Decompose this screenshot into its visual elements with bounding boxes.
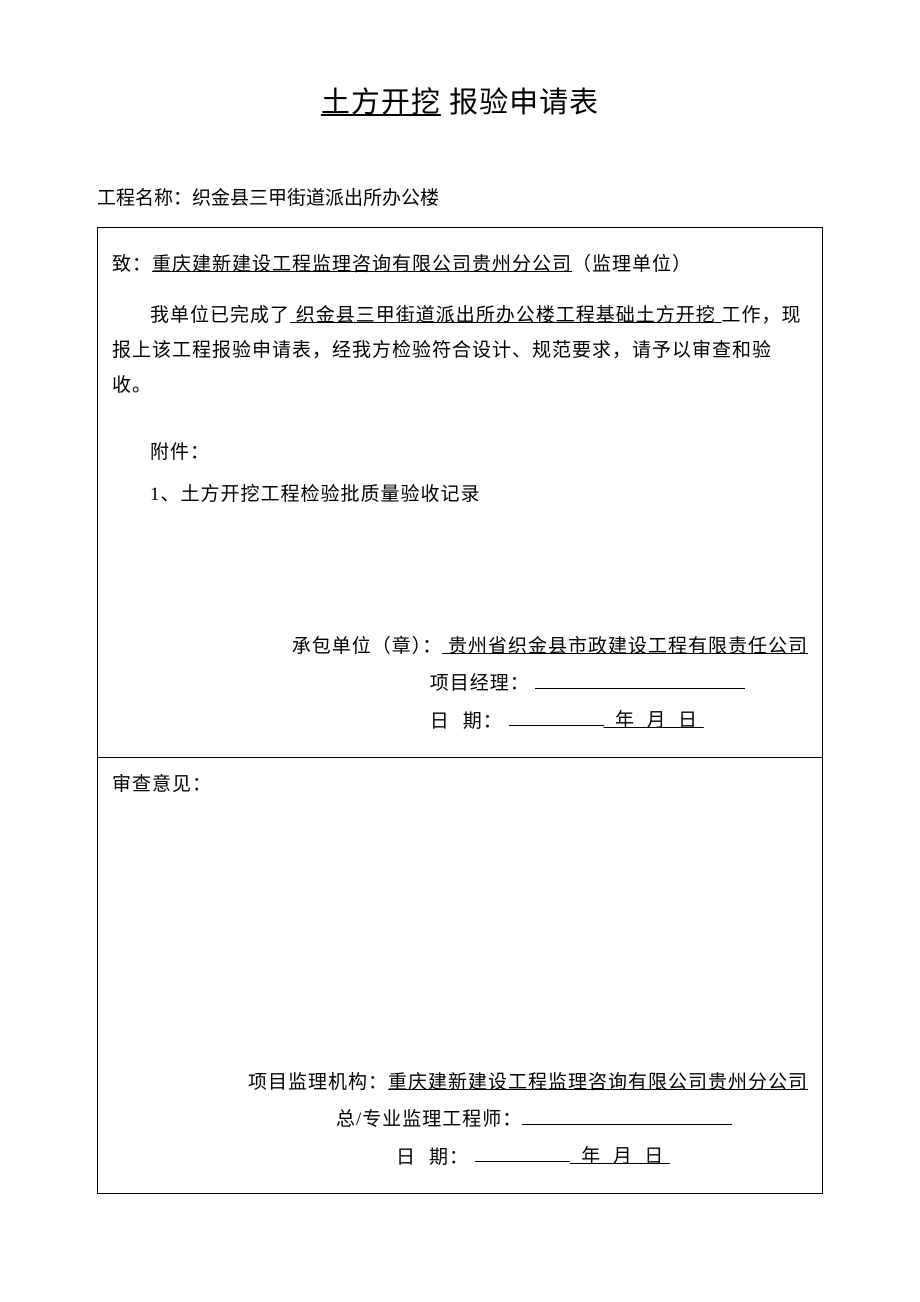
- supervisor-org-name: 重庆建新建设工程监理咨询有限公司贵州分公司: [388, 1072, 808, 1093]
- contractor-signature-block: 承包单位（章）： 贵州省织金县市政建设工程有限责任公司 项目经理： 日期： 年 …: [292, 632, 808, 743]
- pm-line: 项目经理：: [292, 668, 808, 699]
- date-label-q: 期：: [463, 710, 503, 731]
- body-project-underlined: 织金县三甲街道派出所办公楼工程基础土方开挖: [290, 305, 722, 326]
- form-title-area: 土方开挖 报验申请表: [97, 80, 823, 126]
- attachment-header: 附件：: [112, 438, 808, 468]
- review-label: 审查意见：: [112, 770, 808, 800]
- form-container: 致：重庆建新建设工程监理咨询有限公司贵州分公司（监理单位） 我单位已完成了 织金…: [97, 227, 823, 1194]
- to-line: 致：重庆建新建设工程监理咨询有限公司贵州分公司（监理单位）: [112, 250, 808, 280]
- engineer-label: 总/专业监理工程师：: [336, 1109, 522, 1130]
- form-title: 土方开挖 报验申请表: [321, 87, 599, 119]
- pm-fill: [535, 668, 745, 689]
- engineer-line: 总/专业监理工程师：: [248, 1104, 808, 1135]
- to-suffix: （监理单位）: [572, 254, 692, 275]
- title-prefix-underlined: 土方开挖: [321, 87, 441, 119]
- project-name-value: 织金县三甲街道派出所办公楼: [192, 188, 439, 209]
- contractor-label: 承包单位（章）：: [292, 636, 443, 657]
- date-label-d-lower: 日: [396, 1146, 429, 1167]
- body-prefix: 我单位已完成了: [150, 305, 290, 326]
- engineer-fill: [522, 1104, 732, 1125]
- to-label: 致：: [112, 254, 152, 275]
- date-label-q-lower: 期：: [429, 1146, 469, 1167]
- supervisor-signature-block: 项目监理机构：重庆建新建设工程监理咨询有限公司贵州分公司 总/专业监理工程师： …: [248, 1068, 808, 1179]
- supervisor-org-label: 项目监理机构：: [248, 1072, 388, 1093]
- date-fill-lower: 年 月 日: [475, 1146, 670, 1167]
- date-label-d: 日: [430, 710, 463, 731]
- project-name-row: 工程名称：织金县三甲街道派出所办公楼: [97, 184, 823, 214]
- application-section: 致：重庆建新建设工程监理咨询有限公司贵州分公司（监理单位） 我单位已完成了 织金…: [98, 228, 822, 758]
- contractor-name: 贵州省织金县市政建设工程有限责任公司: [442, 636, 808, 657]
- supervisor-org-line: 项目监理机构：重庆建新建设工程监理咨询有限公司贵州分公司: [248, 1068, 808, 1098]
- contractor-line: 承包单位（章）： 贵州省织金县市政建设工程有限责任公司: [292, 632, 808, 662]
- review-section: 审查意见： 项目监理机构：重庆建新建设工程监理咨询有限公司贵州分公司 总/专业监…: [98, 758, 822, 1193]
- application-body: 我单位已完成了 织金县三甲街道派出所办公楼工程基础土方开挖 工作，现报上该工程报…: [112, 298, 808, 403]
- title-suffix: 报验申请表: [441, 87, 599, 119]
- date-fill-upper: 年 月 日: [509, 710, 704, 731]
- attachment-item-1: 1、土方开挖工程检验批质量验收记录: [112, 480, 808, 510]
- project-name-label: 工程名称：: [97, 188, 192, 209]
- date-line-upper: 日期： 年 月 日: [292, 706, 808, 737]
- pm-label: 项目经理：: [430, 673, 530, 694]
- to-company: 重庆建新建设工程监理咨询有限公司贵州分公司: [152, 254, 572, 275]
- date-line-lower: 日期： 年 月 日: [248, 1142, 808, 1173]
